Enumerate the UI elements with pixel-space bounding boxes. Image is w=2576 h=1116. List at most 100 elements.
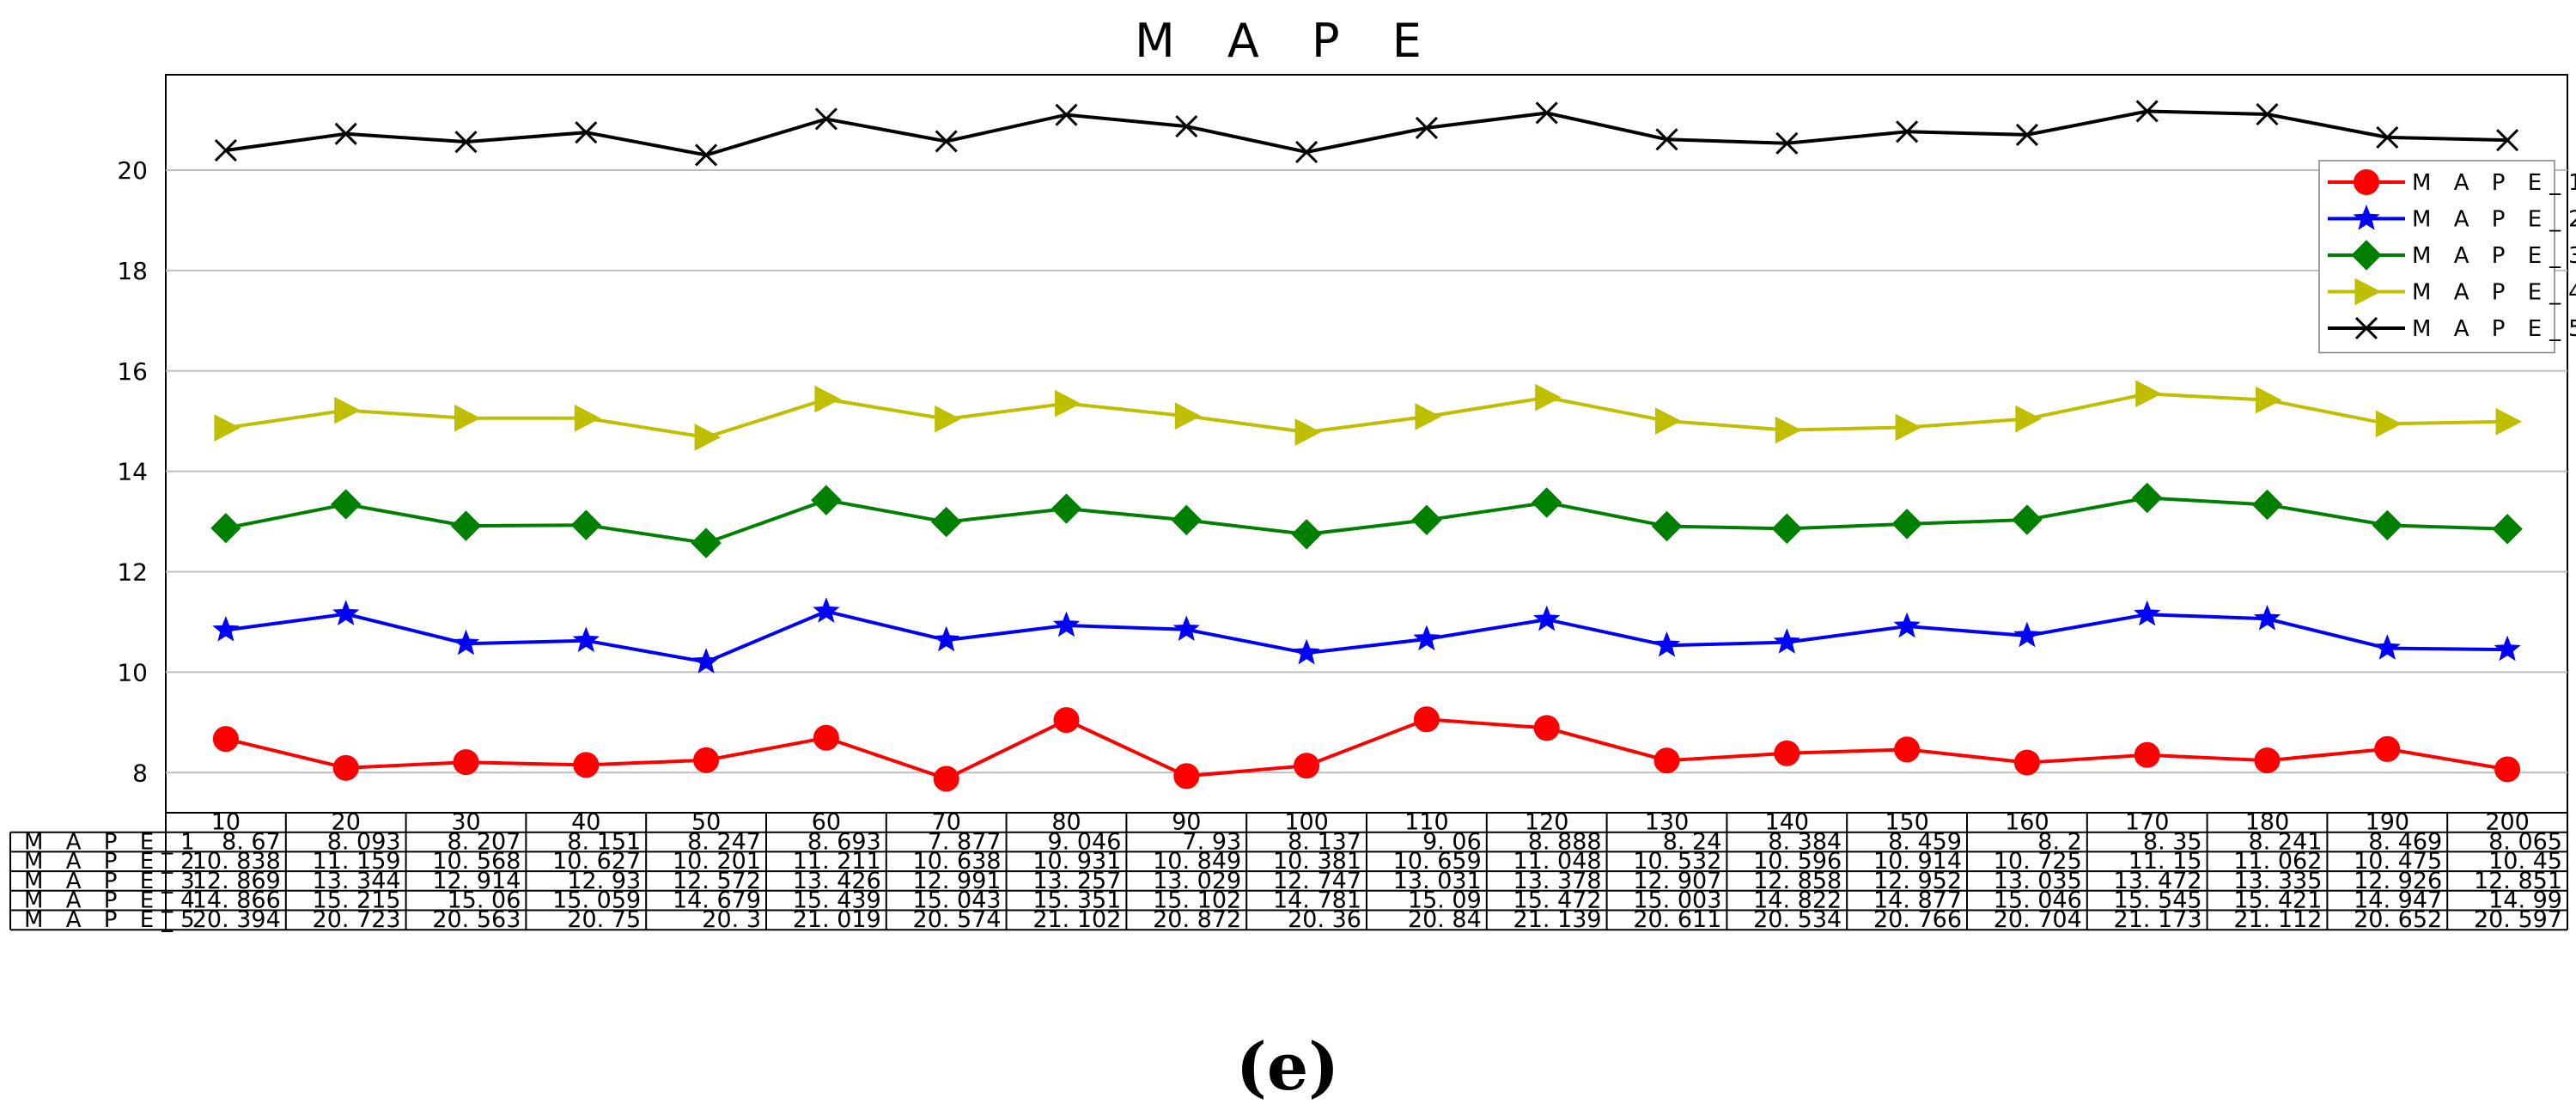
- table-value-cell: 12. 869: [192, 868, 281, 894]
- series-1-point: [1894, 736, 1921, 763]
- table-value-cell: 8. 35: [2143, 828, 2202, 855]
- series-4-point: [214, 414, 241, 442]
- table-value-cell: 15. 043: [913, 887, 1002, 914]
- table-value-cell: 15. 421: [2233, 887, 2322, 914]
- table-row-label: M A P E_3: [24, 869, 203, 894]
- series-5-point-stroke-b: [454, 131, 478, 154]
- table-value-cell: 13. 335: [2233, 868, 2322, 894]
- series-5-point-stroke-b: [2376, 125, 2399, 149]
- series-2-point: [1172, 615, 1200, 642]
- table-value-cell: 7. 93: [1182, 828, 1241, 855]
- series-4-point: [1415, 403, 1441, 430]
- x-category-label: 130: [1645, 809, 1690, 836]
- series-1-point: [1653, 747, 1680, 774]
- table-value-cell: 8. 241: [2249, 828, 2323, 855]
- series-1-point: [2134, 741, 2160, 768]
- series-2-point: [2373, 634, 2401, 660]
- table-value-cell: 10. 45: [2488, 848, 2562, 875]
- table-value-cell: 20. 611: [1633, 906, 1721, 933]
- series-3-point: [1171, 504, 1203, 536]
- x-category-label: 70: [932, 809, 961, 836]
- table-value-cell: 20. 36: [1288, 906, 1361, 933]
- table-value-cell: 10. 475: [2354, 848, 2442, 875]
- table-value-cell: 13. 472: [2114, 868, 2202, 894]
- series-3-point: [1651, 510, 1683, 542]
- table-value-cell: 15. 059: [552, 887, 641, 914]
- series-3-point: [210, 513, 241, 544]
- series-1-point: [1294, 753, 1320, 779]
- series-2-point: [2013, 621, 2041, 648]
- table-value-cell: 13. 031: [1393, 868, 1482, 894]
- table-value-cell: 13. 035: [1994, 868, 2082, 894]
- series-5-point-stroke-b: [575, 121, 598, 144]
- table-value-cell: 14. 781: [1273, 887, 1361, 914]
- series-1-point: [693, 747, 720, 773]
- series-2-point: [1413, 625, 1440, 651]
- series-5-point-stroke-b: [1896, 120, 1919, 143]
- series-3-point: [691, 528, 722, 558]
- x-category-label: 30: [451, 809, 480, 836]
- x-category-label: 40: [571, 809, 600, 836]
- series-2-point: [1533, 605, 1561, 631]
- series-2-point: [572, 626, 600, 653]
- series-3-point: [1411, 504, 1442, 535]
- series-line-5: [225, 109, 2508, 157]
- table-value-cell: 20. 652: [2354, 906, 2442, 933]
- series-3-point: [2012, 504, 2043, 535]
- series-2-point: [1653, 631, 1681, 657]
- y-tick-label: 14: [117, 458, 148, 486]
- x-category-label: 20: [332, 809, 361, 836]
- series-4-point: [1655, 407, 1682, 435]
- table-value-cell: 10. 849: [1153, 848, 1241, 875]
- table-value-cell: 15. 472: [1513, 887, 1602, 914]
- series-5-point: [454, 131, 478, 154]
- table-value-cell: 14. 866: [192, 887, 281, 914]
- series-5-point-stroke-b: [935, 130, 958, 153]
- series-1-point: [1053, 707, 1080, 734]
- x-category-label: 200: [2485, 809, 2530, 836]
- plot-area: [165, 74, 2568, 814]
- series-2-point: [1773, 628, 1800, 654]
- table-value-cell: 12. 952: [1873, 868, 1962, 894]
- table-value-cell: 12. 572: [673, 868, 761, 894]
- series-4-point: [1174, 402, 1202, 430]
- series-5-point: [575, 121, 598, 144]
- series-2-point: [2494, 635, 2521, 662]
- series-4-point: [2015, 405, 2042, 433]
- x-category-label: 190: [2366, 809, 2410, 836]
- table-value-cell: 14. 877: [1873, 887, 1962, 914]
- table-row-label: M A P E_5: [24, 907, 203, 933]
- table-value-cell: 7. 877: [928, 828, 1002, 855]
- table-value-cell: 8. 693: [807, 828, 881, 855]
- x-category-label: 100: [1284, 809, 1329, 836]
- series-2-point: [1893, 612, 1921, 638]
- table-value-cell: 20. 723: [313, 906, 401, 933]
- table-value-cell: 21. 173: [2114, 906, 2202, 933]
- table-value-cell: 15. 003: [1633, 887, 1721, 914]
- series-2-point: [813, 597, 840, 623]
- table-value-cell: 8. 469: [2368, 828, 2442, 855]
- table-value-cell: 20. 704: [1994, 906, 2082, 933]
- table-value-cell: 10. 201: [673, 848, 761, 875]
- series-1-point: [813, 724, 839, 751]
- table-value-cell: 20. 84: [1408, 906, 1482, 933]
- x-category-label: 80: [1051, 809, 1081, 836]
- series-3-point: [1050, 493, 1082, 524]
- series-1-point: [2494, 756, 2521, 783]
- series-5-point-stroke-b: [2496, 129, 2519, 152]
- table-value-cell: 15. 439: [793, 887, 881, 914]
- y-tick-label: 12: [117, 558, 148, 587]
- series-line-1: [225, 717, 2508, 781]
- legend-marker-stroke-b: [2354, 316, 2378, 340]
- series-2-point: [933, 625, 960, 652]
- table-value-cell: 8. 24: [1663, 828, 1722, 855]
- series-1-point: [2254, 747, 2281, 774]
- series-4-point: [2135, 380, 2162, 408]
- table-value-cell: 8. 207: [448, 828, 521, 855]
- series-4-point: [574, 404, 601, 432]
- series-5-point: [334, 122, 357, 145]
- table-value-cell: 12. 914: [432, 868, 521, 894]
- table-value-cell: 10. 638: [913, 848, 1002, 875]
- table-value-cell: 21. 102: [1032, 906, 1121, 933]
- series-1-point: [1173, 763, 1200, 790]
